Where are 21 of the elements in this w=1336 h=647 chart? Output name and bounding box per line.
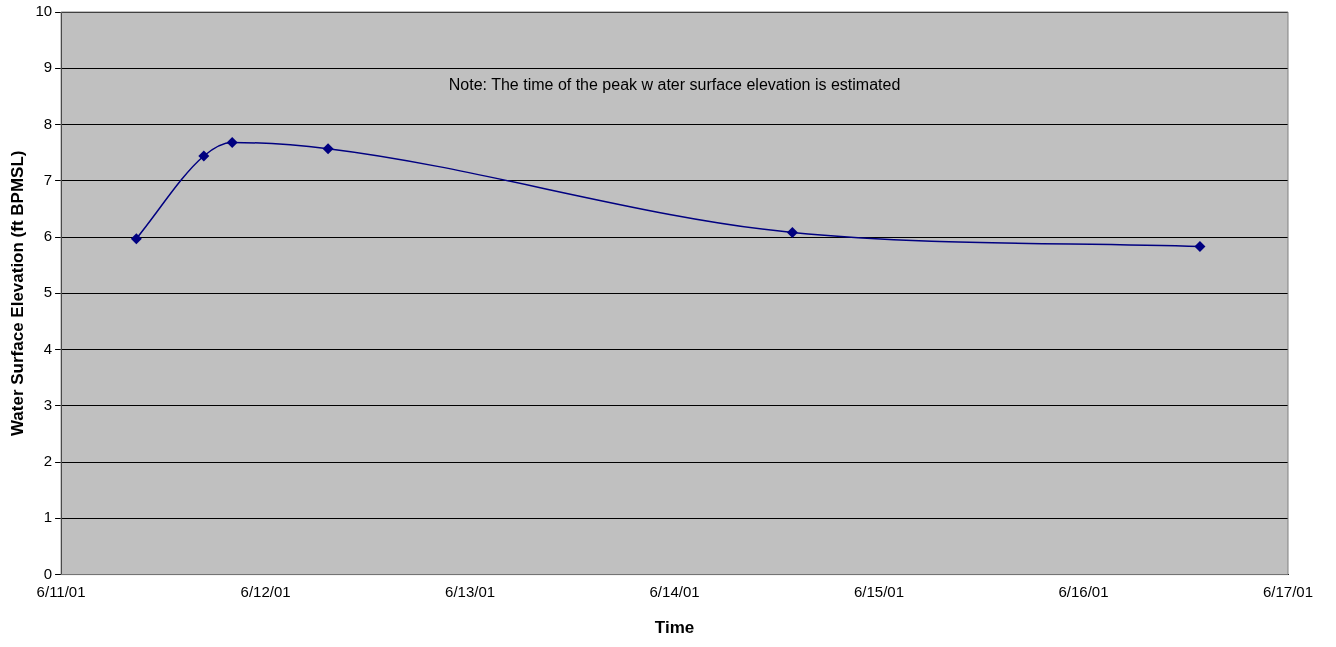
y-tick-label: 1 (43, 508, 53, 526)
y-tick-label: 2 (43, 452, 53, 470)
y-tick-label: 7 (43, 170, 53, 188)
y-tick-label: 0 (43, 564, 53, 582)
annotation: Note: The time of the peak w ater surface elevation is estimated (448, 75, 901, 93)
x-tick-label: 6/17/01 (1262, 582, 1314, 600)
x-tick-label: 6/14/01 (649, 582, 700, 600)
y-tick-label: 8 (43, 114, 53, 132)
x-tick-label: 6/15/01 (854, 582, 905, 600)
y-tick-label: 6 (43, 227, 53, 245)
x-tick-label: 6/13/01 (445, 582, 496, 600)
x-tick-label: 6/12/01 (240, 582, 291, 600)
y-tick-label: 10 (35, 2, 53, 20)
y-tick-label: 4 (43, 339, 53, 357)
x-tick-label: 6/16/01 (1058, 582, 1109, 600)
y-axis-title: Water Surface Elevation (ft BPMSL) (7, 150, 27, 437)
y-tick-label: 5 (43, 283, 53, 301)
x-tick-label: 6/11/01 (36, 582, 86, 600)
x-axis-title: Time (654, 618, 695, 638)
y-tick-label: 3 (43, 395, 53, 413)
y-tick-label: 9 (43, 58, 53, 76)
